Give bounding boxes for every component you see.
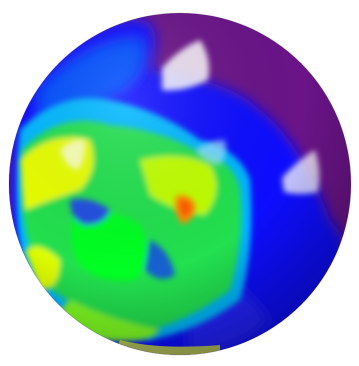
sphere-outline [8, 12, 352, 356]
